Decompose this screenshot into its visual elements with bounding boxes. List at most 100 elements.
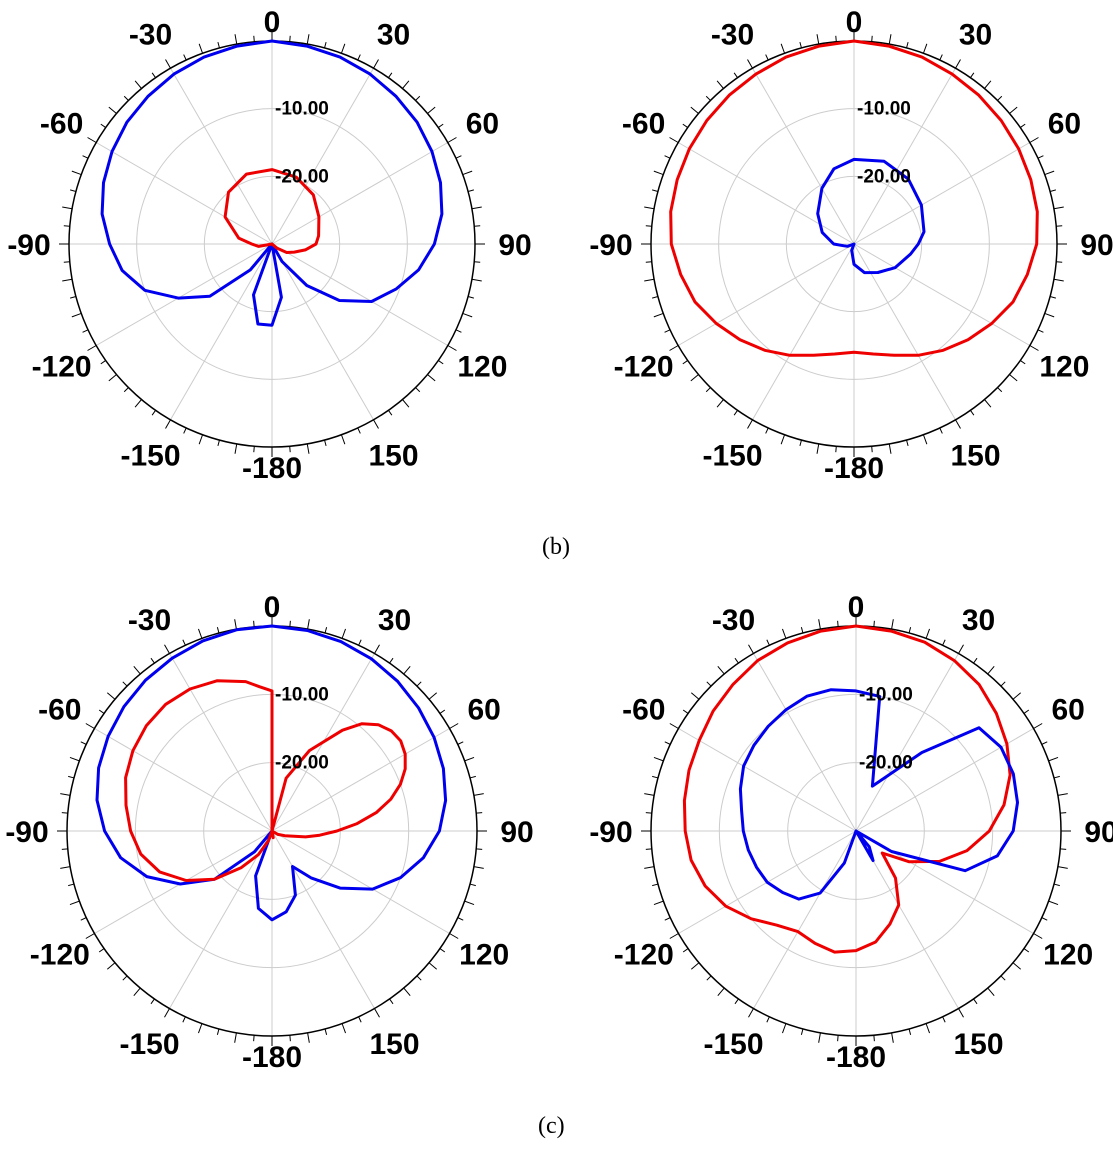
series-blue-line	[816, 157, 926, 275]
angle-tick	[1037, 155, 1044, 159]
angle-label: -120	[32, 351, 92, 384]
grid-spoke	[95, 142, 273, 245]
angle-tick	[80, 741, 87, 745]
angle-tick	[87, 345, 97, 351]
angle-tick	[1023, 948, 1030, 953]
angle-tick	[690, 374, 699, 382]
angle-label: 120	[1039, 351, 1089, 384]
angle-tick	[165, 59, 171, 69]
angle-tick	[340, 434, 346, 445]
angle-tick	[473, 866, 484, 869]
angle-tick	[716, 399, 724, 408]
angle-tick	[925, 628, 931, 639]
angle-tick	[958, 644, 964, 654]
angle-tick	[71, 312, 82, 318]
angle-tick	[474, 225, 481, 227]
angle-label: 60	[1052, 694, 1085, 727]
angle-tick	[476, 848, 483, 850]
series-blue-line	[95, 624, 448, 922]
angle-tick	[955, 59, 961, 69]
grid-spoke	[271, 243, 449, 346]
angle-tick	[324, 627, 328, 634]
angle-tick	[1020, 123, 1026, 128]
angle-tick	[1009, 106, 1018, 114]
angle-tick	[388, 410, 393, 416]
angle-tick	[388, 72, 393, 78]
ring-label: -10.00	[275, 99, 329, 120]
angle-tick	[984, 399, 992, 408]
angle-tick	[467, 189, 475, 192]
angle-tick	[150, 998, 155, 1005]
angle-tick	[652, 883, 659, 887]
angle-label: 90	[1080, 229, 1113, 262]
angle-tick	[68, 883, 75, 887]
angle-label: -30	[712, 604, 755, 637]
angle-tick	[469, 775, 476, 779]
angle-tick	[133, 987, 141, 997]
angle-tick	[891, 1032, 894, 1043]
angle-tick	[439, 948, 446, 953]
angle-tick	[98, 709, 105, 714]
angle-tick	[799, 439, 802, 447]
angle-tick	[645, 812, 652, 814]
angle-tick	[690, 962, 700, 970]
grid-spoke	[853, 67, 956, 245]
grid-spoke	[855, 653, 959, 832]
angle-tick	[402, 399, 410, 408]
angle-tick	[652, 775, 659, 779]
angle-tick	[939, 54, 943, 61]
angle-tick	[457, 917, 464, 921]
series-blue-line	[100, 39, 444, 327]
angle-tick	[942, 1016, 946, 1023]
angle-tick	[1041, 741, 1048, 745]
angle-tick	[765, 54, 769, 61]
angle-tick	[253, 35, 255, 42]
angle-tick	[71, 170, 82, 176]
angle-label: -180	[242, 452, 302, 485]
angle-tick	[151, 72, 156, 78]
polar-chart-c-right: 0 30 60 90 120 150 -180 -150 -120 -90 -60 -30 -10.00…	[589, 591, 1113, 1074]
angle-tick	[402, 80, 410, 89]
polar-chart-b-right: 0 30 60 90 120 150 -180 -150 -120 -90 -60 -30 -10.00…	[589, 6, 1113, 485]
angle-label: 60	[466, 108, 499, 141]
angle-label: 30	[962, 604, 995, 637]
angle-tick	[664, 329, 671, 333]
angle-label: 30	[959, 19, 992, 52]
grid-spoke	[752, 243, 855, 421]
grid-spoke	[94, 728, 273, 832]
ring-label: -10.00	[859, 684, 913, 705]
grid-spoke	[677, 243, 855, 346]
angle-tick	[106, 692, 116, 700]
angle-label: 0	[848, 591, 865, 624]
angle-label: -120	[614, 939, 674, 972]
series-blue-line	[738, 688, 1019, 901]
angle-tick	[682, 709, 689, 714]
angle-tick	[82, 329, 89, 333]
angle-label: 150	[950, 439, 1000, 472]
angle-tick	[234, 619, 237, 630]
angle-tick	[747, 59, 753, 69]
angle-tick	[374, 644, 380, 654]
angle-tick	[781, 628, 787, 639]
angle-tick	[467, 296, 475, 299]
angle-tick	[464, 900, 475, 906]
angle-tick	[416, 975, 422, 981]
angle-tick	[653, 756, 664, 762]
angle-tick	[234, 1032, 237, 1043]
angle-tick	[1041, 917, 1048, 921]
angle-tick	[1023, 709, 1030, 714]
angle-tick	[816, 443, 820, 454]
angle-tick	[1056, 225, 1063, 227]
angle-tick	[922, 43, 928, 54]
angle-tick	[100, 360, 106, 365]
angle-tick	[664, 917, 671, 921]
angle-tick	[644, 278, 655, 282]
angle-tick	[69, 756, 80, 762]
angle-tick	[164, 1008, 170, 1018]
angle-tick	[289, 446, 291, 453]
angle-tick	[766, 639, 770, 646]
angle-tick	[341, 628, 347, 639]
angle-tick	[955, 419, 961, 429]
angle-tick	[1057, 866, 1068, 869]
angle-tick	[69, 189, 77, 192]
